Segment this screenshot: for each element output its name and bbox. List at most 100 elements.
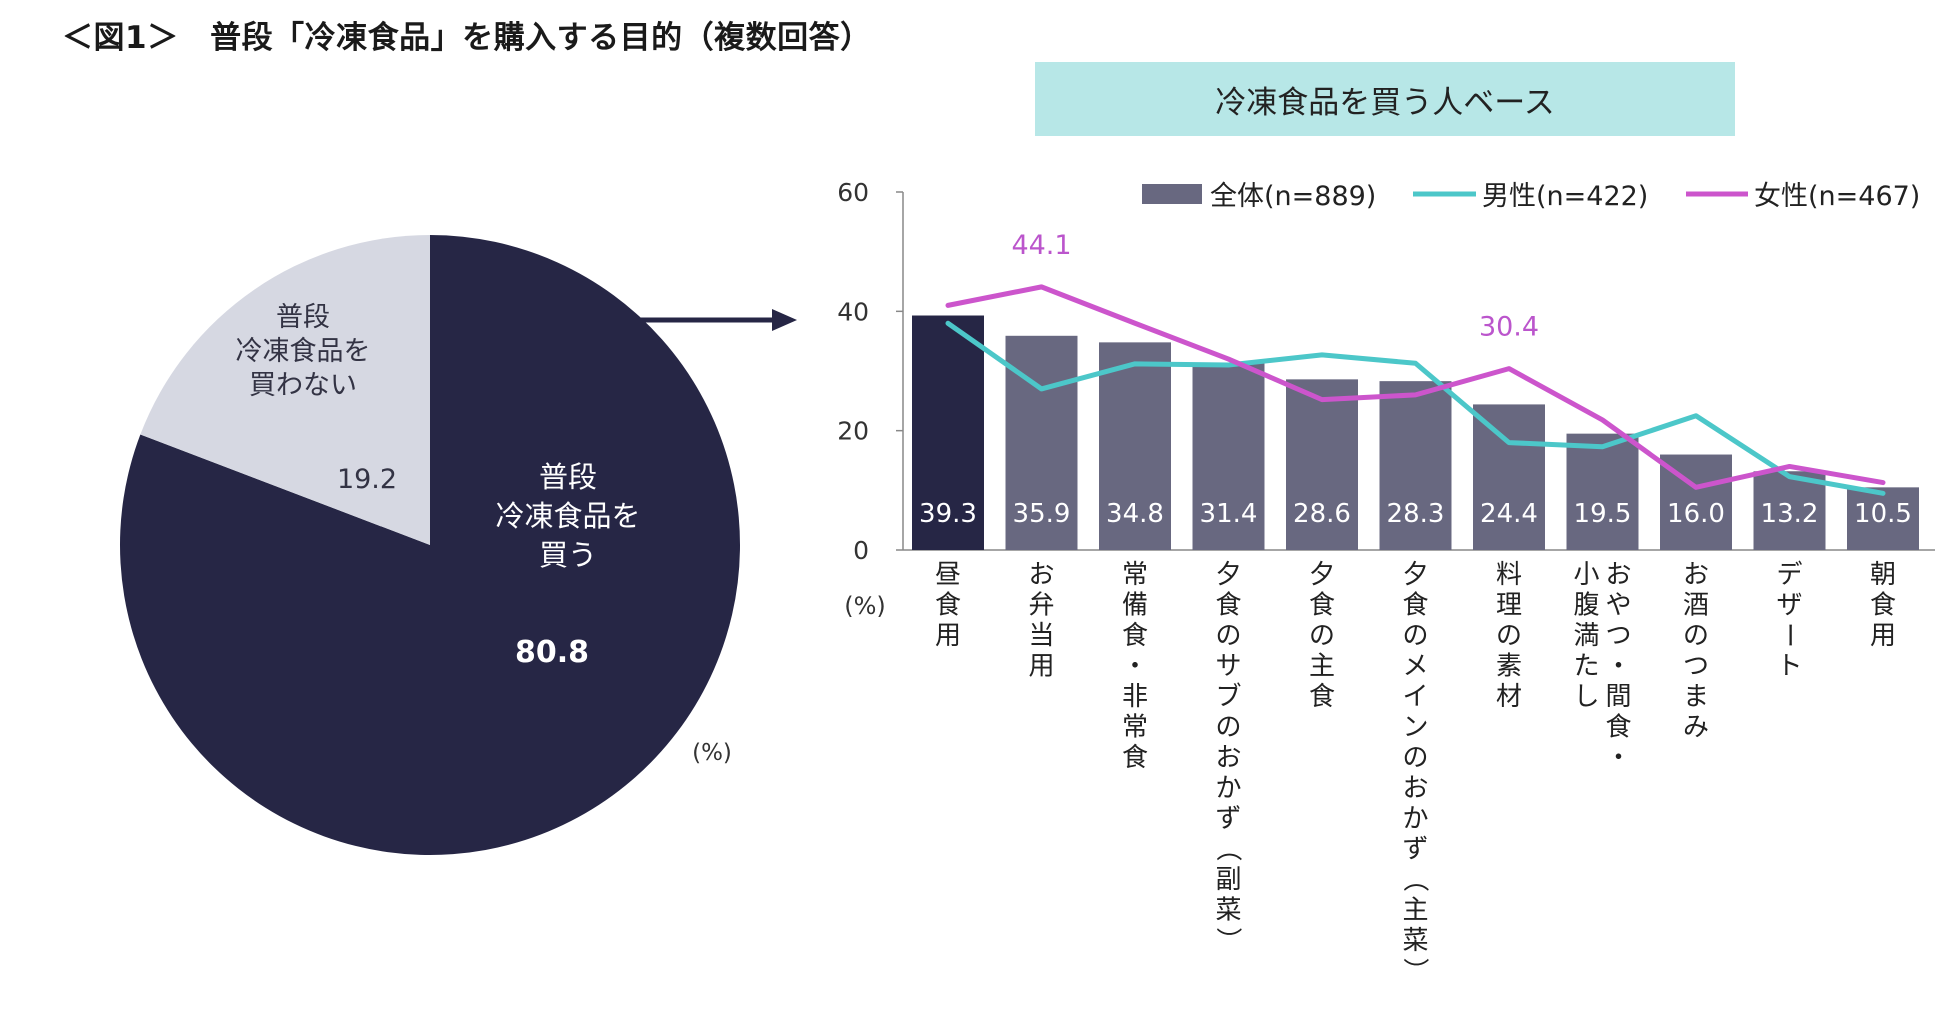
category-label-char: 菜: [1402, 926, 1428, 956]
category-label-char: お: [1605, 560, 1631, 590]
bar-value-label: 35.9: [1013, 499, 1071, 529]
base-banner: 冷凍食品を買う人ベース: [1035, 62, 1735, 136]
category-label-char: の: [1215, 713, 1241, 743]
category-label-char: し: [1573, 682, 1599, 712]
category-label-char: 非: [1122, 682, 1148, 712]
bar-all-5: [1379, 381, 1452, 550]
category-label-char: ・: [1605, 743, 1631, 773]
pie-label-not-buy-line: 冷凍食品を: [236, 336, 371, 367]
category-label-char: 食: [1122, 743, 1148, 773]
bar-all-0: [912, 315, 984, 550]
bar-all-9: [1753, 471, 1826, 550]
category-label-char: か: [1402, 804, 1428, 834]
legend-label-female: 女性(n=467): [1754, 181, 1920, 212]
y-axis-unit-label: (%): [844, 592, 886, 620]
category-label-char: 副: [1215, 865, 1241, 895]
category-label-char: （: [1400, 866, 1430, 892]
category-label-char: 酒: [1683, 591, 1709, 621]
category-label-char: 用: [1870, 621, 1896, 651]
category-label-char: 食: [1309, 591, 1335, 621]
bar-all-10: [1847, 487, 1919, 550]
page-title: ＜図1＞ 普段「冷凍食品」を購入する目的（複数回答）: [62, 20, 872, 56]
category-label-char: 当: [1028, 621, 1054, 651]
bar-chart-labels: 39.3 35.9 34.8 31.4 28.6 28.3 24.4 19.5 16.0 13.2…: [919, 230, 1912, 984]
pie-label-buy-line: 普段: [539, 460, 597, 494]
category-label-char: 用: [1028, 652, 1054, 682]
category-label-char: つ: [1605, 621, 1631, 651]
legend-label-male: 男性(n=422): [1482, 181, 1648, 212]
bar-value-label: 28.6: [1293, 499, 1351, 529]
category-label-char: お: [1402, 774, 1428, 804]
bar-chart-bars: [912, 315, 1919, 550]
category-label-char: 常: [1122, 560, 1148, 590]
category-label-char: ）: [1400, 957, 1430, 983]
bar-value-label: 16.0: [1667, 499, 1725, 529]
annotation-female-1: 30.4: [1479, 312, 1539, 343]
bar-value-label: 24.4: [1480, 499, 1538, 529]
category-label-char: 常: [1122, 713, 1148, 743]
category-label-char: 食: [1309, 682, 1335, 712]
y-tick-label: 0: [853, 536, 869, 565]
category-label-char: 菜: [1215, 896, 1241, 926]
category-label-char: の: [1309, 621, 1335, 651]
category-label-char: 夕: [1309, 560, 1335, 590]
category-label-char: 間: [1605, 682, 1631, 712]
category-label-char: ・: [1605, 652, 1631, 682]
bar-all-6: [1473, 404, 1545, 550]
category-label-char: ）: [1213, 927, 1243, 953]
category-label-char: 用: [935, 621, 961, 651]
pie-label-buy-line: 冷凍食品を: [495, 499, 640, 533]
category-label-char: ず: [1402, 835, 1428, 865]
category-label-char: ま: [1683, 682, 1709, 712]
category-label-char: の: [1402, 743, 1428, 773]
category-label-char: 朝: [1870, 560, 1896, 590]
category-label-char: 備: [1122, 591, 1148, 621]
base-banner-text: 冷凍食品を買う人ベース: [1215, 85, 1554, 121]
pie-label-not-buy-line: 普段: [276, 302, 330, 333]
category-label-char: お: [1683, 560, 1709, 590]
category-label-char: 満: [1573, 621, 1599, 651]
category-label-char: 小: [1573, 560, 1599, 590]
category-label-char: 食: [1605, 713, 1631, 743]
category-label-char: メ: [1402, 652, 1428, 682]
category-label-char: 弁: [1028, 591, 1054, 621]
category-label-char: サ: [1215, 652, 1241, 682]
bar-value-label: 34.8: [1106, 499, 1164, 529]
legend-label-all: 全体(n=889): [1210, 181, 1376, 212]
category-label-char: 夕: [1215, 560, 1241, 590]
bar-value-label: 10.5: [1854, 499, 1912, 529]
category-label-char: 食: [1215, 591, 1241, 621]
category-label-char: の: [1496, 621, 1522, 651]
pie-slice-not-buy: [140, 235, 430, 545]
pie-label-buy-line: 買う: [539, 538, 597, 572]
category-label-char: ザ: [1776, 591, 1802, 621]
category-label-char: ト: [1776, 652, 1802, 682]
connector-arrow-group: [640, 309, 797, 331]
category-label-char: 素: [1496, 652, 1522, 682]
category-label-char: ず: [1215, 804, 1241, 834]
annotation-female-0: 44.1: [1011, 230, 1071, 261]
bar-value-label: 39.3: [919, 499, 977, 529]
pie-value-buy: 80.8: [515, 635, 589, 670]
pie-value-not-buy: 19.2: [337, 464, 397, 495]
bar-chart-lines: [945, 284, 1886, 496]
category-label-char: デ: [1776, 560, 1802, 590]
category-label-char: 食: [1122, 621, 1148, 651]
connector-arrow-head: [772, 309, 797, 331]
pie-label-not-buy-line: 買わない: [249, 370, 357, 401]
category-label-char: 昼: [935, 560, 961, 590]
category-label-char: の: [1402, 621, 1428, 651]
category-label-char: 主: [1402, 896, 1428, 926]
chart-legend: 全体(n=889) 男性(n=422) 女性(n=467): [1142, 181, 1920, 212]
category-label-char: つ: [1683, 652, 1709, 682]
pie-unit-label: (%): [692, 740, 732, 766]
bar-value-label: 13.2: [1761, 499, 1819, 529]
bar-value-label: 19.5: [1574, 499, 1632, 529]
y-tick-label: 60: [837, 178, 869, 207]
category-label-char: 材: [1496, 682, 1522, 712]
category-label-char: ブ: [1215, 682, 1241, 712]
bar-all-4: [1286, 379, 1358, 550]
bar-value-label: 28.3: [1387, 499, 1445, 529]
